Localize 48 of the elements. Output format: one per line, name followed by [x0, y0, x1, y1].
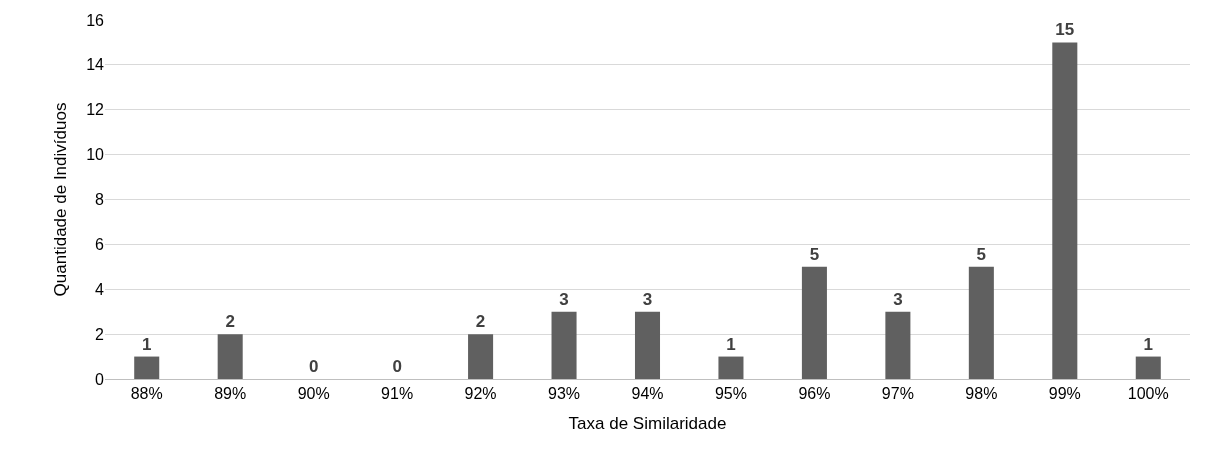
data-label: 0 [392, 357, 402, 376]
bar [134, 356, 160, 379]
bar [801, 266, 827, 379]
y-tick-label: 2 [95, 325, 105, 343]
x-tick-label: 93% [548, 385, 581, 403]
x-tick-label: 89% [214, 385, 247, 403]
x-tick-label: 99% [1048, 385, 1081, 403]
bar [968, 266, 994, 379]
y-tick-label: 14 [86, 56, 105, 74]
x-tick-label: 94% [631, 385, 664, 403]
x-tick-label: 91% [381, 385, 414, 403]
bar [885, 311, 911, 379]
y-tick-label: 10 [86, 146, 105, 164]
y-axis-title: Quantidade de Indivíduos [50, 102, 70, 297]
bar [718, 356, 744, 379]
x-tick-label: 92% [464, 385, 497, 403]
data-label: 1 [726, 334, 736, 354]
y-tick-label: 12 [86, 101, 105, 119]
data-label: 5 [976, 244, 987, 264]
data-label: 3 [893, 289, 903, 309]
x-tick-label: 96% [798, 385, 831, 403]
y-tick-label: 16 [86, 11, 105, 29]
y-tick-label: 0 [95, 370, 105, 388]
bar [634, 311, 661, 379]
bar [217, 334, 243, 379]
bar [1135, 356, 1161, 379]
data-label: 3 [642, 289, 653, 309]
bar [551, 311, 577, 379]
x-tick-label: 88% [130, 385, 163, 403]
x-tick-label: 90% [297, 385, 330, 403]
data-label: 3 [559, 289, 569, 309]
x-axis-title: Taxa de Similaridade [568, 413, 727, 433]
data-label: 2 [475, 312, 486, 332]
x-tick-label: 100% [1127, 385, 1169, 403]
y-tick-label: 6 [95, 235, 105, 253]
data-label: 5 [809, 244, 820, 264]
x-tick-label: 97% [881, 385, 914, 403]
data-label: 2 [225, 312, 235, 332]
bar [468, 334, 494, 379]
data-label: 15 [1055, 20, 1075, 40]
data-label: 0 [308, 357, 319, 376]
y-tick-label: 8 [95, 191, 105, 209]
y-tick-label: 4 [95, 280, 105, 298]
data-label: 1 [142, 334, 152, 354]
x-tick-label: 95% [714, 385, 747, 403]
x-tick-label: 98% [965, 385, 998, 403]
data-label: 1 [1143, 334, 1153, 354]
bar [1052, 42, 1078, 379]
